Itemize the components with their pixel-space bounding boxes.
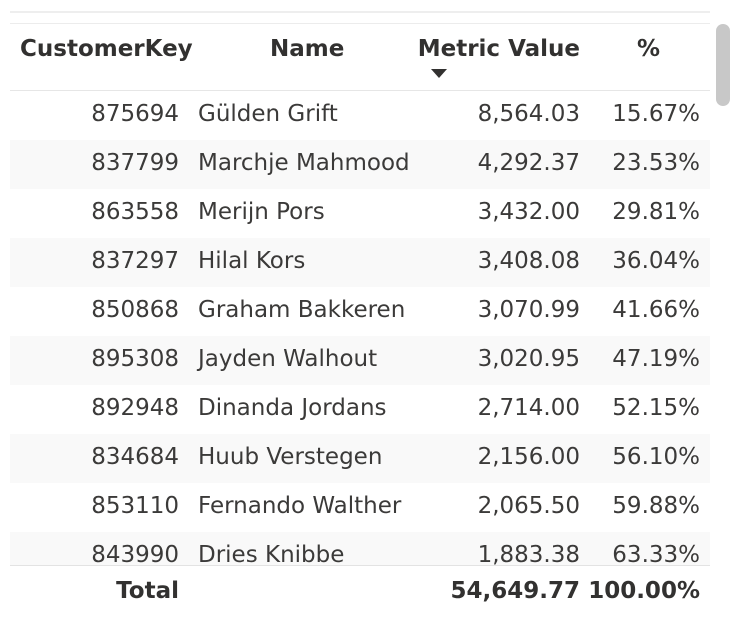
cell-metric-value: 2,714.00: [477, 395, 580, 421]
cell-metric-value: 4,292.37: [477, 150, 580, 176]
cell-name: Jayden Walhout: [198, 346, 378, 372]
cell-metric-value: 3,070.99: [477, 297, 580, 323]
header-customer-key[interactable]: CustomerKey: [20, 36, 193, 62]
total-percent: 100.00%: [588, 578, 700, 604]
cell-name: Dinanda Jordans: [198, 395, 387, 421]
header-percent[interactable]: %: [636, 36, 660, 62]
cell-percent: 56.10%: [612, 444, 700, 470]
table-row[interactable]: 837297 Hilal Kors 3,408.08 36.04%: [10, 238, 710, 287]
cell-metric-value: 3,408.08: [477, 248, 580, 274]
cell-name: Hilal Kors: [198, 248, 306, 274]
cell-percent: 63.33%: [612, 542, 700, 565]
table-row[interactable]: 834684 Huub Verstegen 2,156.00 56.10%: [10, 434, 710, 483]
cell-metric-value: 2,156.00: [477, 444, 580, 470]
cell-percent: 52.15%: [612, 395, 700, 421]
table-row[interactable]: 863558 Merijn Pors 3,432.00 29.81%: [10, 189, 710, 238]
cell-customer-key: 850868: [91, 297, 179, 323]
cell-percent: 23.53%: [612, 150, 700, 176]
cell-percent: 41.66%: [612, 297, 700, 323]
top-divider: [10, 11, 710, 13]
cell-customer-key: 875694: [91, 101, 179, 127]
table-row[interactable]: 892948 Dinanda Jordans 2,714.00 52.15%: [10, 385, 710, 434]
scrollbar-thumb[interactable]: [716, 24, 730, 106]
table-body: 875694 Gülden Grift 8,564.03 15.67% 837799 Ma…: [10, 91, 710, 565]
cell-customer-key: 837799: [91, 150, 179, 176]
cell-metric-value: 3,432.00: [477, 199, 580, 225]
total-row: Total 54,649.77 100.00%: [10, 565, 710, 621]
table-row[interactable]: 850868 Graham Bakkeren 3,070.99 41.66%: [10, 287, 710, 336]
table-row[interactable]: 853110 Fernando Walther 2,065.50 59.88%: [10, 483, 710, 532]
cell-percent: 36.04%: [612, 248, 700, 274]
cell-customer-key: 895308: [91, 346, 179, 372]
table-row[interactable]: 895308 Jayden Walhout 3,020.95 47.19%: [10, 336, 710, 385]
cell-customer-key: 853110: [91, 493, 179, 519]
customer-table: CustomerKey Name Metric Value % 875694 Gü…: [10, 23, 710, 565]
cell-name: Graham Bakkeren: [198, 297, 406, 323]
table-header: CustomerKey Name Metric Value %: [10, 23, 710, 91]
cell-metric-value: 3,020.95: [477, 346, 580, 372]
cell-name: Marchje Mahmood: [198, 150, 410, 176]
header-metric-value[interactable]: Metric Value: [417, 36, 580, 62]
cell-metric-value: 2,065.50: [477, 493, 580, 519]
cell-name: Fernando Walther: [198, 493, 402, 519]
total-metric-value: 54,649.77: [450, 578, 581, 604]
table-row[interactable]: 843990 Dries Knibbe 1,883.38 63.33%: [10, 532, 710, 565]
header-name[interactable]: Name: [270, 36, 345, 62]
cell-percent: 59.88%: [612, 493, 700, 519]
cell-customer-key: 892948: [91, 395, 179, 421]
cell-percent: 47.19%: [612, 346, 700, 372]
sort-descending-icon: [431, 69, 447, 78]
cell-metric-value: 1,883.38: [477, 542, 580, 565]
cell-percent: 29.81%: [612, 199, 700, 225]
cell-metric-value: 8,564.03: [477, 101, 580, 127]
total-label: Total: [116, 578, 179, 604]
cell-customer-key: 834684: [91, 444, 179, 470]
table-row[interactable]: 875694 Gülden Grift 8,564.03 15.67%: [10, 91, 710, 140]
cell-customer-key: 843990: [91, 542, 179, 565]
cell-name: Huub Verstegen: [198, 444, 383, 470]
cell-name: Dries Knibbe: [198, 542, 345, 565]
cell-customer-key: 837297: [91, 248, 179, 274]
cell-percent: 15.67%: [612, 101, 700, 127]
cell-name: Merijn Pors: [198, 199, 325, 225]
cell-name: Gülden Grift: [198, 101, 338, 127]
table-row[interactable]: 837799 Marchje Mahmood 4,292.37 23.53%: [10, 140, 710, 189]
cell-customer-key: 863558: [91, 199, 179, 225]
